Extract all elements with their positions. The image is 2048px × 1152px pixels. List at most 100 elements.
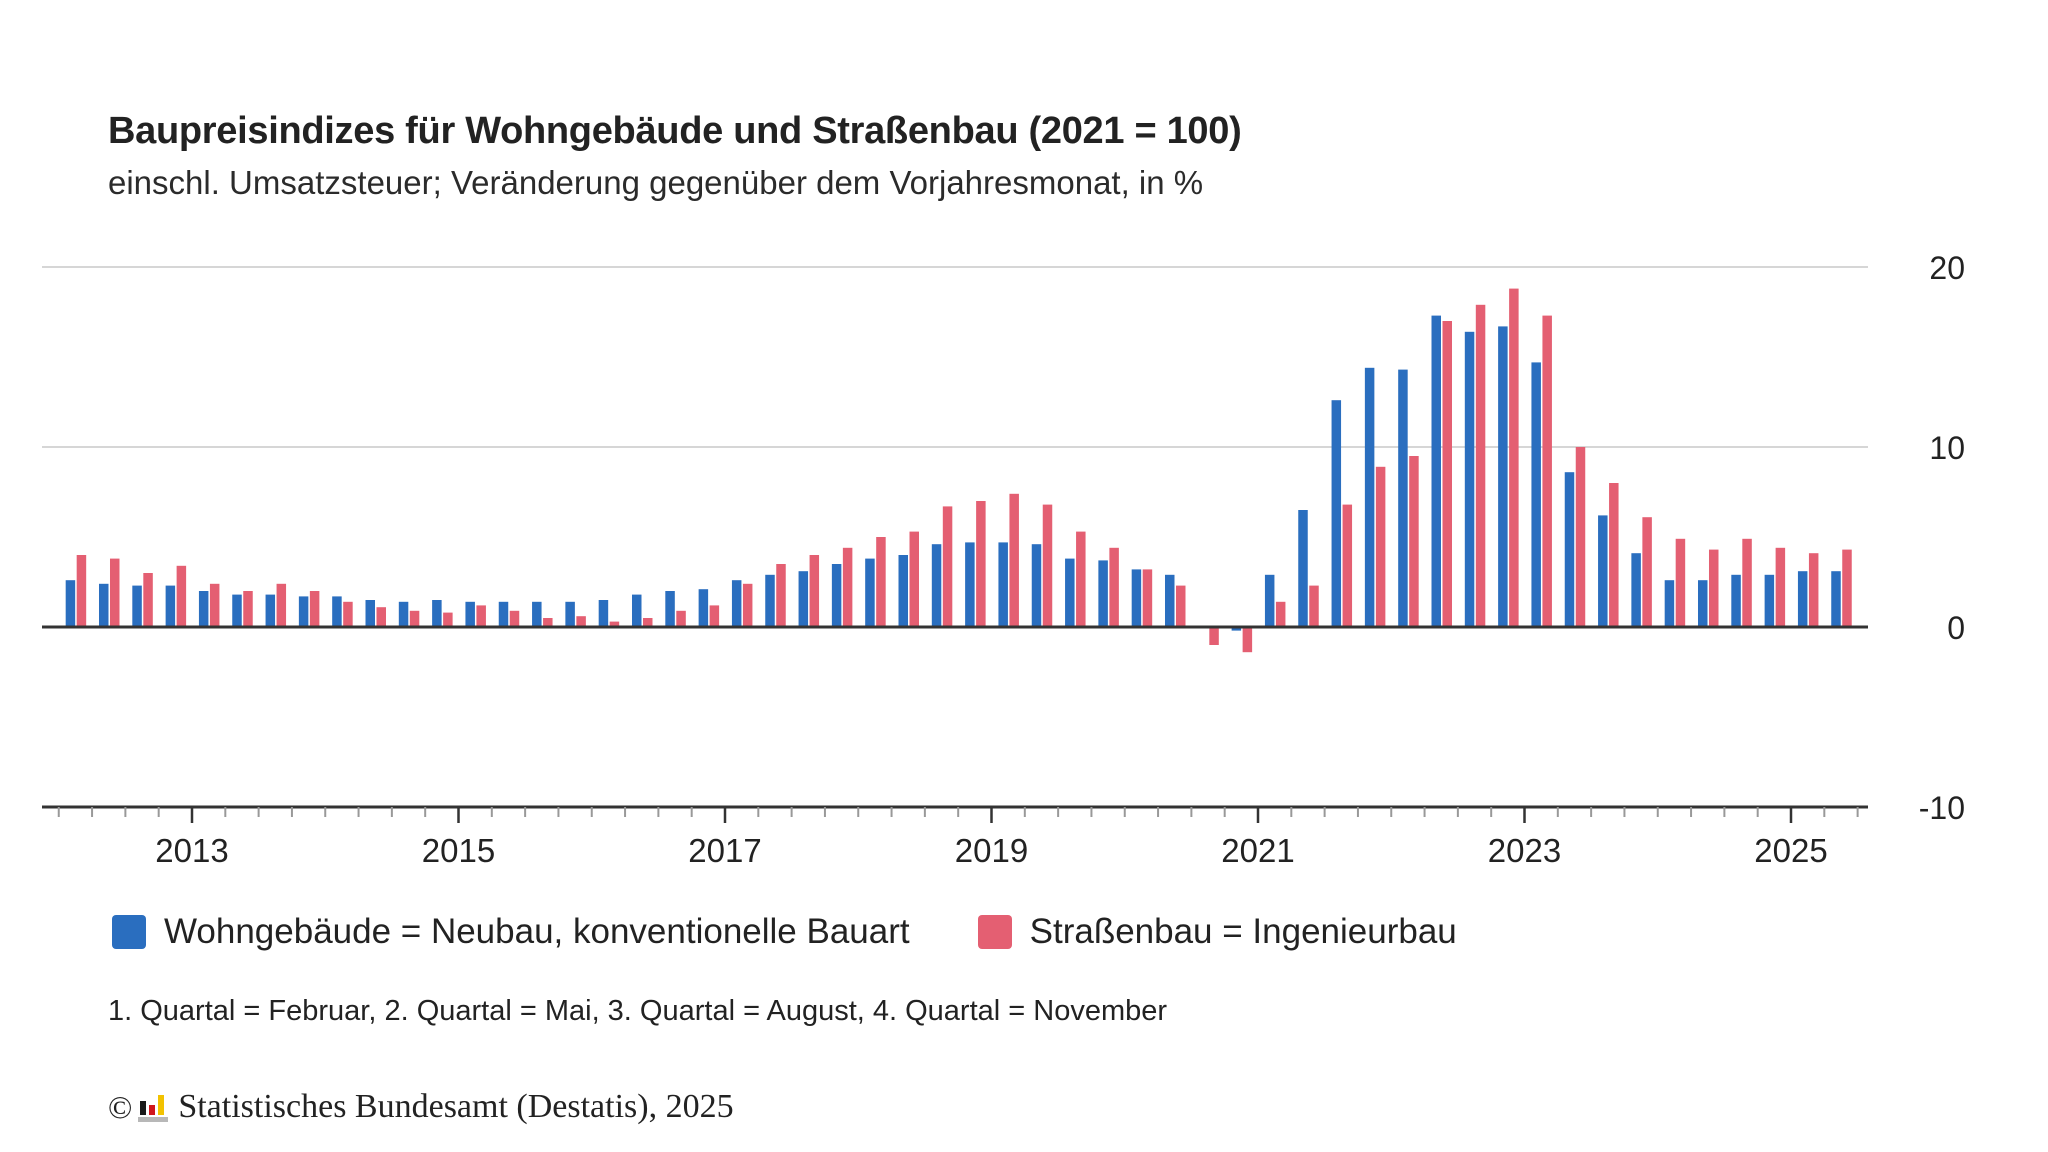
bar-wohngebaeude xyxy=(1098,560,1108,627)
bar-strassenbau xyxy=(1409,456,1419,627)
bar-wohngebaeude xyxy=(998,542,1008,627)
x-tick-label: 2015 xyxy=(422,832,495,869)
bar-strassenbau xyxy=(243,591,253,627)
bar-wohngebaeude xyxy=(532,601,542,627)
bar-wohngebaeude xyxy=(1498,326,1508,627)
bar-wohngebaeude xyxy=(132,585,142,627)
bar-wohngebaeude xyxy=(1331,400,1342,627)
bar-wohngebaeude xyxy=(1797,571,1808,627)
x-tick-label: 2025 xyxy=(1754,832,1827,869)
bar-wohngebaeude xyxy=(1431,315,1441,627)
bar-strassenbau xyxy=(909,531,919,627)
bar-wohngebaeude xyxy=(465,601,475,627)
quarter-note: 1. Quartal = Februar, 2. Quartal = Mai, … xyxy=(108,995,1168,1027)
bar-wohngebaeude xyxy=(198,591,209,627)
bar-wohngebaeude xyxy=(1264,574,1275,627)
bar-wohngebaeude xyxy=(698,589,709,627)
bar-wohngebaeude xyxy=(831,564,842,627)
bar-wohngebaeude xyxy=(865,558,875,627)
bar-strassenbau xyxy=(609,621,620,627)
bar-wohngebaeude xyxy=(1364,367,1375,627)
bar-strassenbau xyxy=(1309,585,1319,627)
bar-wohngebaeude xyxy=(365,600,375,627)
bars xyxy=(65,288,1852,653)
bar-wohngebaeude xyxy=(1731,574,1741,627)
bar-wohngebaeude xyxy=(332,596,342,627)
bar-wohngebaeude xyxy=(65,580,76,627)
bar-strassenbau xyxy=(509,610,520,627)
legend-label: Wohngebäude = Neubau, konventionelle Bau… xyxy=(164,912,910,951)
bar-strassenbau xyxy=(176,565,187,627)
destatis-logo-icon xyxy=(138,1092,169,1122)
bar-wohngebaeude xyxy=(1464,331,1475,627)
bar-strassenbau xyxy=(842,547,853,627)
bar-wohngebaeude xyxy=(631,594,642,627)
bar-wohngebaeude xyxy=(498,601,509,627)
bar-strassenbau xyxy=(543,618,553,627)
bar-strassenbau xyxy=(443,612,453,627)
bar-strassenbau xyxy=(1342,504,1353,627)
x-tick-label: 2013 xyxy=(155,832,228,869)
legend-swatch-red xyxy=(977,915,1012,949)
bar-strassenbau xyxy=(576,616,586,627)
x-tick-label: 2017 xyxy=(688,832,761,869)
source-text: Statistisches Bundesamt (Destatis), 2025 xyxy=(178,1088,734,1125)
bar-wohngebaeude xyxy=(1697,580,1708,627)
bar-strassenbau xyxy=(876,537,886,627)
axes xyxy=(42,625,1868,823)
bar-wohngebaeude xyxy=(1598,515,1608,627)
legend: Wohngebäude = Neubau, konventionelle Bau… xyxy=(112,912,1525,952)
legend-item-wohngebaeude[interactable]: Wohngebäude = Neubau, konventionelle Bau… xyxy=(112,912,910,952)
bar-wohngebaeude xyxy=(1664,580,1675,627)
legend-label: Straßenbau = Ingenieurbau xyxy=(1029,912,1457,951)
bar-strassenbau xyxy=(1009,493,1019,627)
bar-wohngebaeude xyxy=(1831,571,1841,627)
bar-wohngebaeude xyxy=(598,600,609,627)
bar-strassenbau xyxy=(1475,304,1486,627)
bar-strassenbau xyxy=(1275,601,1286,627)
bar-strassenbau xyxy=(1708,549,1719,627)
bar-wohngebaeude xyxy=(1164,574,1175,627)
bar-wohngebaeude xyxy=(1031,544,1042,627)
bar-wohngebaeude xyxy=(165,585,176,627)
bar-strassenbau xyxy=(343,601,353,627)
bar-strassenbau xyxy=(1109,547,1119,627)
bar-wohngebaeude xyxy=(665,591,675,627)
x-tick-label: 2019 xyxy=(955,832,1028,869)
bar-strassenbau xyxy=(1842,549,1852,627)
bar-strassenbau xyxy=(809,555,820,627)
x-tick-label: 2023 xyxy=(1488,832,1561,869)
bar-strassenbau xyxy=(109,558,120,627)
bar-wohngebaeude xyxy=(1764,574,1775,627)
bar-strassenbau xyxy=(776,564,786,627)
y-tick-label: 20 xyxy=(1929,250,1965,286)
tick-labels: 20 10 0 -10 2013 2015 2017 2019 2021 2023 2025 xyxy=(155,250,1965,869)
x-tick-label: 2021 xyxy=(1221,832,1294,869)
y-tick-label: 10 xyxy=(1929,430,1965,466)
y-tick-label: -10 xyxy=(1919,790,1965,826)
bar-wohngebaeude xyxy=(1631,553,1641,627)
bar-wohngebaeude xyxy=(765,574,775,627)
bar-wohngebaeude xyxy=(1564,472,1575,627)
bar-strassenbau xyxy=(1442,321,1452,627)
bar-strassenbau xyxy=(476,605,486,627)
chart-subtitle: einschl. Umsatzsteuer; Veränderung gegen… xyxy=(108,164,1204,201)
bar-strassenbau xyxy=(1742,538,1752,627)
bar-strassenbau xyxy=(942,506,953,627)
bar-wohngebaeude xyxy=(265,594,276,627)
bar-strassenbau xyxy=(143,573,153,627)
legend-swatch-blue xyxy=(112,915,146,949)
bar-wohngebaeude xyxy=(1398,369,1408,627)
bar-wohngebaeude xyxy=(1065,558,1075,627)
bar-strassenbau xyxy=(309,591,320,627)
bar-strassenbau xyxy=(1609,483,1619,627)
bar-strassenbau xyxy=(1542,315,1552,627)
bar-strassenbau xyxy=(742,583,753,627)
bar-strassenbau xyxy=(1209,627,1219,645)
bar-strassenbau xyxy=(1375,466,1386,627)
bar-wohngebaeude xyxy=(398,601,409,627)
bar-strassenbau xyxy=(709,605,720,627)
bar-strassenbau xyxy=(642,618,653,627)
legend-item-strassenbau[interactable]: Straßenbau = Ingenieurbau xyxy=(977,912,1457,952)
